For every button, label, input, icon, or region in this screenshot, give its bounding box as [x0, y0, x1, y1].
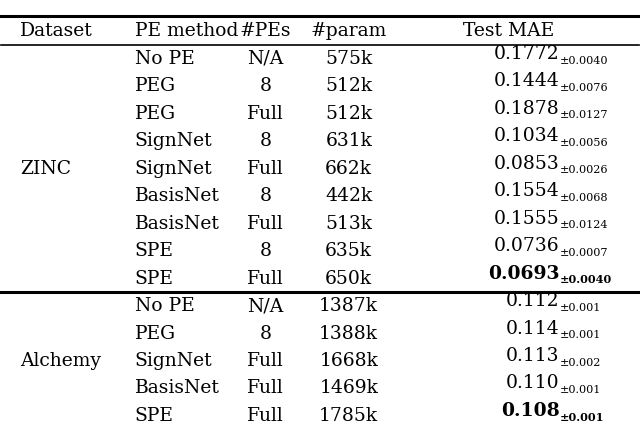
Text: 442k: 442k — [325, 187, 372, 205]
Text: SPE: SPE — [135, 407, 174, 421]
Text: 0.0693: 0.0693 — [488, 265, 559, 282]
Text: 1785k: 1785k — [319, 407, 378, 421]
Text: Full: Full — [247, 379, 284, 397]
Text: 1388k: 1388k — [319, 325, 378, 343]
Text: Dataset: Dataset — [20, 21, 93, 40]
Text: SPE: SPE — [135, 242, 174, 260]
Text: SignNet: SignNet — [135, 132, 212, 150]
Text: Full: Full — [247, 215, 284, 233]
Text: 1668k: 1668k — [319, 352, 378, 370]
Text: 635k: 635k — [325, 242, 372, 260]
Text: No PE: No PE — [135, 50, 195, 68]
Text: No PE: No PE — [135, 297, 195, 315]
Text: 0.108: 0.108 — [500, 402, 559, 420]
Text: PE method: PE method — [135, 21, 238, 40]
Text: Full: Full — [247, 269, 284, 288]
Text: 0.0853: 0.0853 — [493, 155, 559, 173]
Text: ±0.001: ±0.001 — [559, 412, 604, 421]
Text: ±0.001: ±0.001 — [559, 303, 601, 313]
Text: ±0.0068: ±0.0068 — [559, 193, 608, 203]
Text: Full: Full — [247, 352, 284, 370]
Text: SPE: SPE — [135, 269, 174, 288]
Text: ±0.0026: ±0.0026 — [559, 165, 608, 176]
Text: ±0.0007: ±0.0007 — [559, 248, 608, 258]
Text: 650k: 650k — [325, 269, 372, 288]
Text: #PEs: #PEs — [240, 21, 291, 40]
Text: ±0.0040: ±0.0040 — [559, 274, 612, 285]
Text: Full: Full — [247, 160, 284, 178]
Text: Test MAE: Test MAE — [463, 21, 554, 40]
Text: 8: 8 — [260, 325, 272, 343]
Text: 0.110: 0.110 — [506, 374, 559, 392]
Text: Full: Full — [247, 407, 284, 421]
Text: 512k: 512k — [325, 105, 372, 123]
Text: 8: 8 — [260, 77, 272, 96]
Text: 1469k: 1469k — [319, 379, 378, 397]
Text: BasisNet: BasisNet — [135, 187, 220, 205]
Text: 8: 8 — [260, 132, 272, 150]
Text: 0.112: 0.112 — [506, 292, 559, 310]
Text: 512k: 512k — [325, 77, 372, 96]
Text: 0.1034: 0.1034 — [494, 127, 559, 145]
Text: PEG: PEG — [135, 325, 176, 343]
Text: ±0.001: ±0.001 — [559, 385, 601, 395]
Text: BasisNet: BasisNet — [135, 379, 220, 397]
Text: 0.113: 0.113 — [506, 347, 559, 365]
Text: 575k: 575k — [325, 50, 372, 68]
Text: ±0.0076: ±0.0076 — [559, 83, 608, 93]
Text: 662k: 662k — [325, 160, 372, 178]
Text: 0.1772: 0.1772 — [493, 45, 559, 63]
Text: 0.1554: 0.1554 — [493, 182, 559, 200]
Text: 0.114: 0.114 — [506, 320, 559, 338]
Text: 8: 8 — [260, 242, 272, 260]
Text: 513k: 513k — [325, 215, 372, 233]
Text: BasisNet: BasisNet — [135, 215, 220, 233]
Text: ±0.0056: ±0.0056 — [559, 138, 608, 148]
Text: 8: 8 — [260, 187, 272, 205]
Text: ±0.001: ±0.001 — [559, 330, 601, 340]
Text: PEG: PEG — [135, 105, 176, 123]
Text: 0.0736: 0.0736 — [494, 237, 559, 255]
Text: SignNet: SignNet — [135, 160, 212, 178]
Text: 631k: 631k — [325, 132, 372, 150]
Text: Alchemy: Alchemy — [20, 352, 101, 370]
Text: N/A: N/A — [248, 297, 284, 315]
Text: ±0.002: ±0.002 — [559, 357, 601, 368]
Text: #param: #param — [310, 21, 387, 40]
Text: ±0.0124: ±0.0124 — [559, 220, 608, 230]
Text: 0.1878: 0.1878 — [493, 100, 559, 118]
Text: SignNet: SignNet — [135, 352, 212, 370]
Text: ZINC: ZINC — [20, 160, 71, 178]
Text: 0.1444: 0.1444 — [493, 72, 559, 91]
Text: PEG: PEG — [135, 77, 176, 96]
Text: Full: Full — [247, 105, 284, 123]
Text: 0.1555: 0.1555 — [493, 210, 559, 228]
Text: ±0.0040: ±0.0040 — [559, 56, 608, 66]
Text: ±0.0127: ±0.0127 — [559, 110, 608, 120]
Text: 1387k: 1387k — [319, 297, 378, 315]
Text: N/A: N/A — [248, 50, 284, 68]
